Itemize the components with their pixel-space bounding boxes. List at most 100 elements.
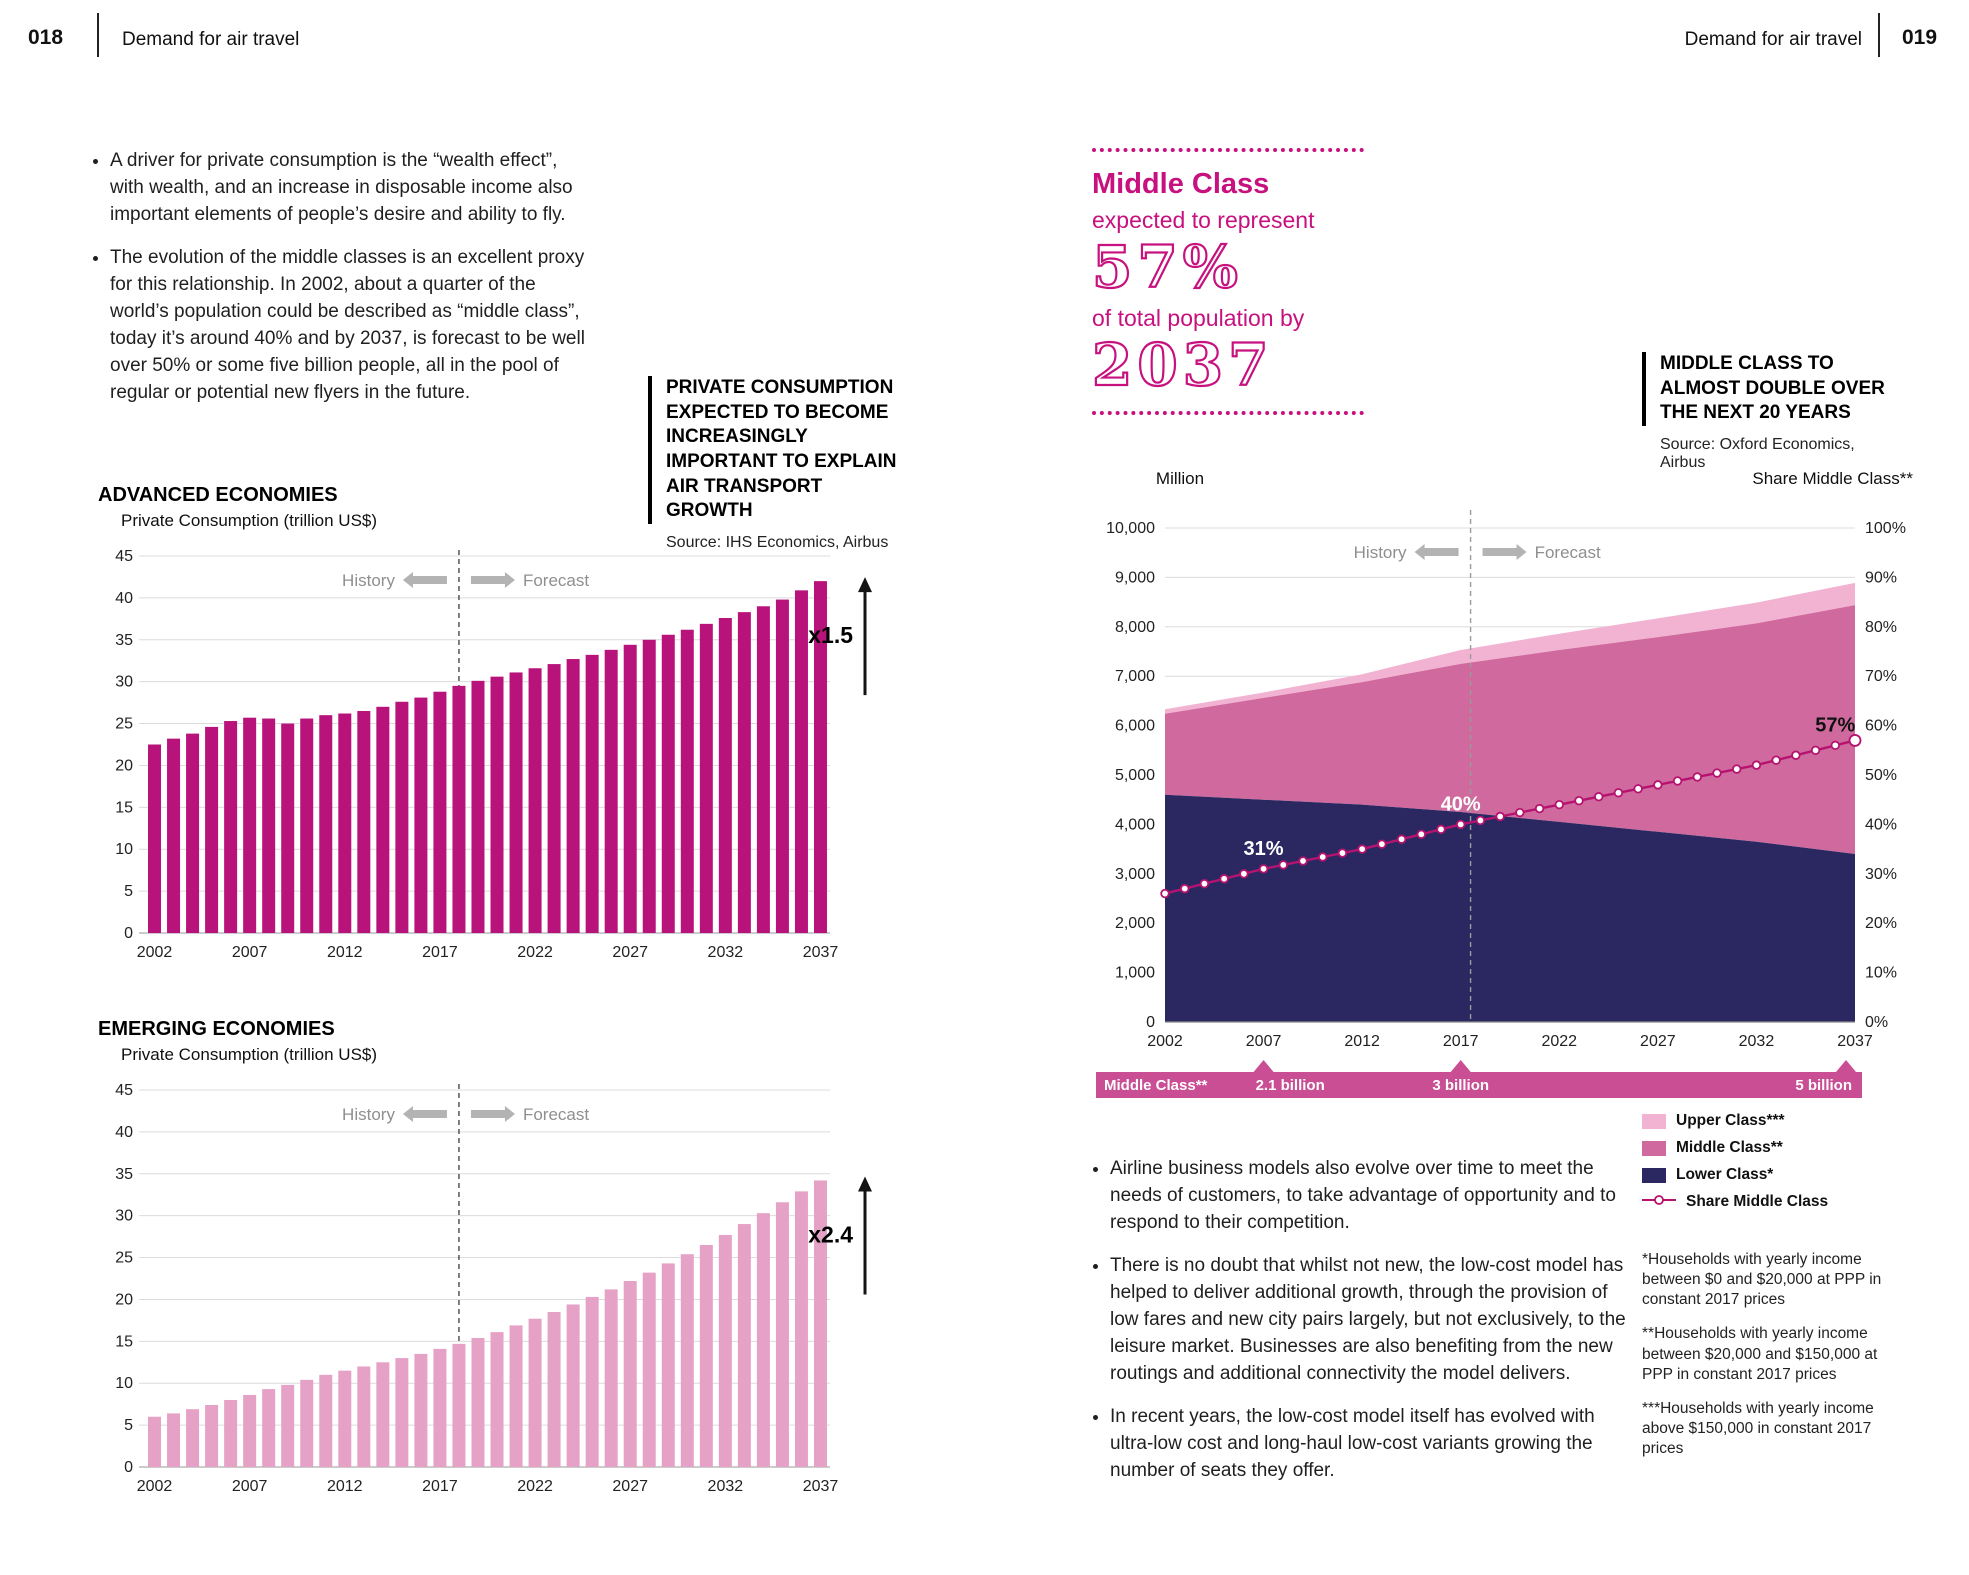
svg-text:57%: 57% — [1815, 714, 1855, 736]
svg-text:15: 15 — [115, 1333, 133, 1350]
legend-item-share-middle-class: Share Middle Class — [1642, 1193, 1828, 1211]
legend-label-middle: Middle Class** — [1676, 1139, 1783, 1156]
dotted-rule-bottom — [1092, 411, 1364, 416]
svg-text:5: 5 — [124, 1417, 133, 1434]
callout-source: Source: IHS Economics, Airbus — [666, 534, 889, 552]
right-page-title: Demand for air travel — [1684, 29, 1862, 50]
svg-text:90%: 90% — [1865, 569, 1897, 586]
svg-text:6,000: 6,000 — [1115, 718, 1155, 735]
list-item: Airline business models also evolve over… — [1110, 1156, 1633, 1237]
footnotes: *Households with yearly income between $… — [1642, 1250, 1904, 1473]
svg-text:3 billion: 3 billion — [1432, 1077, 1489, 1094]
svg-text:80%: 80% — [1865, 619, 1897, 636]
callout-line-2: of total population by — [1092, 305, 1305, 332]
callout-big-percent: 57% — [1091, 233, 1243, 301]
svg-text:20: 20 — [115, 1291, 133, 1308]
svg-text:9,000: 9,000 — [1115, 569, 1155, 586]
list-item: ***Households with yearly income above $… — [1642, 1399, 1874, 1458]
svg-text:2032: 2032 — [708, 1478, 744, 1495]
svg-text:0: 0 — [124, 1459, 133, 1476]
svg-text:8,000: 8,000 — [1115, 619, 1155, 636]
svg-text:2002: 2002 — [137, 1478, 173, 1495]
svg-text:2027: 2027 — [1640, 1033, 1676, 1050]
list-item: *Households with yearly income between $… — [1642, 1251, 1882, 1309]
svg-text:2017: 2017 — [1443, 1033, 1479, 1050]
headline-source: Source: Oxford Economics, Airbus — [1660, 436, 1855, 472]
bullet-list: Airline business models also evolve over… — [1088, 1156, 1633, 1485]
svg-text:History: History — [342, 1105, 395, 1124]
svg-text:2002: 2002 — [137, 944, 173, 961]
private-consumption-callout: PRIVATE CONSUMPTION EXPECTED TO BECOME I… — [648, 376, 900, 552]
svg-text:0%: 0% — [1865, 1014, 1888, 1031]
svg-text:2027: 2027 — [612, 944, 648, 961]
svg-text:20%: 20% — [1865, 915, 1897, 932]
svg-text:40: 40 — [115, 1124, 133, 1141]
list-item: In recent years, the low-cost model itse… — [1110, 1404, 1633, 1485]
header-rule-left — [97, 13, 99, 57]
svg-text:Private Consumption (trillion: Private Consumption (trillion US$) — [121, 511, 377, 530]
middle-class-area-chart: Million Share Middle Class** 0 0% 1,000 10% 2,… — [1096, 469, 1913, 1098]
svg-text:2.1 billion: 2.1 billion — [1256, 1077, 1325, 1094]
svg-text:10: 10 — [115, 841, 133, 858]
svg-text:2007: 2007 — [232, 944, 268, 961]
svg-text:2002: 2002 — [1147, 1033, 1183, 1050]
svg-text:2022: 2022 — [1541, 1033, 1577, 1050]
svg-text:0: 0 — [1146, 1014, 1155, 1031]
svg-text:30%: 30% — [1865, 866, 1897, 883]
callout-big-year: 2037 — [1091, 331, 1274, 400]
callout-title: Middle Class — [1092, 168, 1270, 200]
svg-text:2022: 2022 — [517, 944, 553, 961]
svg-text:2032: 2032 — [708, 944, 744, 961]
svg-text:2037: 2037 — [803, 1478, 839, 1495]
callout-line-1: expected to represent — [1092, 207, 1315, 233]
upper-class-swatch — [1642, 1113, 1666, 1129]
svg-text:2037: 2037 — [1837, 1033, 1873, 1050]
svg-text:40%: 40% — [1441, 793, 1481, 815]
svg-text:40: 40 — [115, 590, 133, 607]
svg-text:Forecast: Forecast — [1535, 543, 1601, 562]
legend-item-lower-class: Lower Class* — [1642, 1166, 1828, 1184]
left-page-bullets: A driver for private consumption is the … — [88, 148, 593, 423]
svg-text:2012: 2012 — [327, 1478, 363, 1495]
svg-text:0: 0 — [124, 925, 133, 942]
svg-text:35: 35 — [115, 1166, 133, 1183]
svg-text:2027: 2027 — [612, 1478, 648, 1495]
left-page-number: 018 — [28, 26, 64, 49]
middle-class-headline: MIDDLE CLASS TO ALMOST DOUBLE OVER THE N… — [1642, 352, 1888, 472]
svg-text:50%: 50% — [1865, 767, 1897, 784]
svg-text:2012: 2012 — [327, 944, 363, 961]
svg-text:5 billion: 5 billion — [1795, 1077, 1852, 1094]
svg-text:2012: 2012 — [1344, 1033, 1380, 1050]
svg-text:2007: 2007 — [232, 1478, 268, 1495]
advanced-economies-title: ADVANCED ECONOMIES — [98, 484, 338, 506]
svg-text:2,000: 2,000 — [1115, 915, 1155, 932]
middle-class-swatch — [1642, 1140, 1666, 1156]
svg-text:4,000: 4,000 — [1115, 816, 1155, 833]
legend-label-upper: Upper Class*** — [1676, 1112, 1785, 1129]
emerging-economies-chart: Private Consumption (trillion US$) 0 5 10 15… — [115, 1045, 872, 1495]
svg-text:Private Consumption (trillion: Private Consumption (trillion US$) — [121, 1045, 377, 1064]
advanced-economies-chart: Private Consumption (trillion US$) 0 5 10 15… — [115, 511, 872, 961]
svg-text:25: 25 — [115, 1250, 133, 1267]
lower-class-swatch — [1642, 1167, 1666, 1183]
svg-text:2017: 2017 — [422, 944, 458, 961]
svg-text:15: 15 — [115, 799, 133, 816]
callout-bold-text: PRIVATE CONSUMPTION EXPECTED TO BECOME I… — [648, 376, 900, 525]
svg-text:45: 45 — [115, 548, 133, 565]
list-item: The evolution of the middle classes is a… — [110, 245, 593, 407]
legend-label-lower: Lower Class* — [1676, 1166, 1774, 1183]
svg-text:Middle Class**: Middle Class** — [1104, 1077, 1208, 1094]
svg-text:10,000: 10,000 — [1106, 520, 1155, 537]
svg-text:2032: 2032 — [1739, 1033, 1775, 1050]
svg-text:30: 30 — [115, 674, 133, 691]
svg-text:35: 35 — [115, 632, 133, 649]
svg-text:Share Middle Class**: Share Middle Class** — [1752, 469, 1913, 488]
svg-text:1,000: 1,000 — [1115, 965, 1155, 982]
svg-text:2037: 2037 — [803, 944, 839, 961]
svg-text:31%: 31% — [1244, 838, 1284, 860]
dotted-rule-top — [1092, 148, 1364, 152]
svg-text:x1.5: x1.5 — [808, 622, 853, 648]
svg-text:7,000: 7,000 — [1115, 668, 1155, 685]
svg-text:70%: 70% — [1865, 668, 1897, 685]
emerging-economies-title: EMERGING ECONOMIES — [98, 1018, 335, 1040]
